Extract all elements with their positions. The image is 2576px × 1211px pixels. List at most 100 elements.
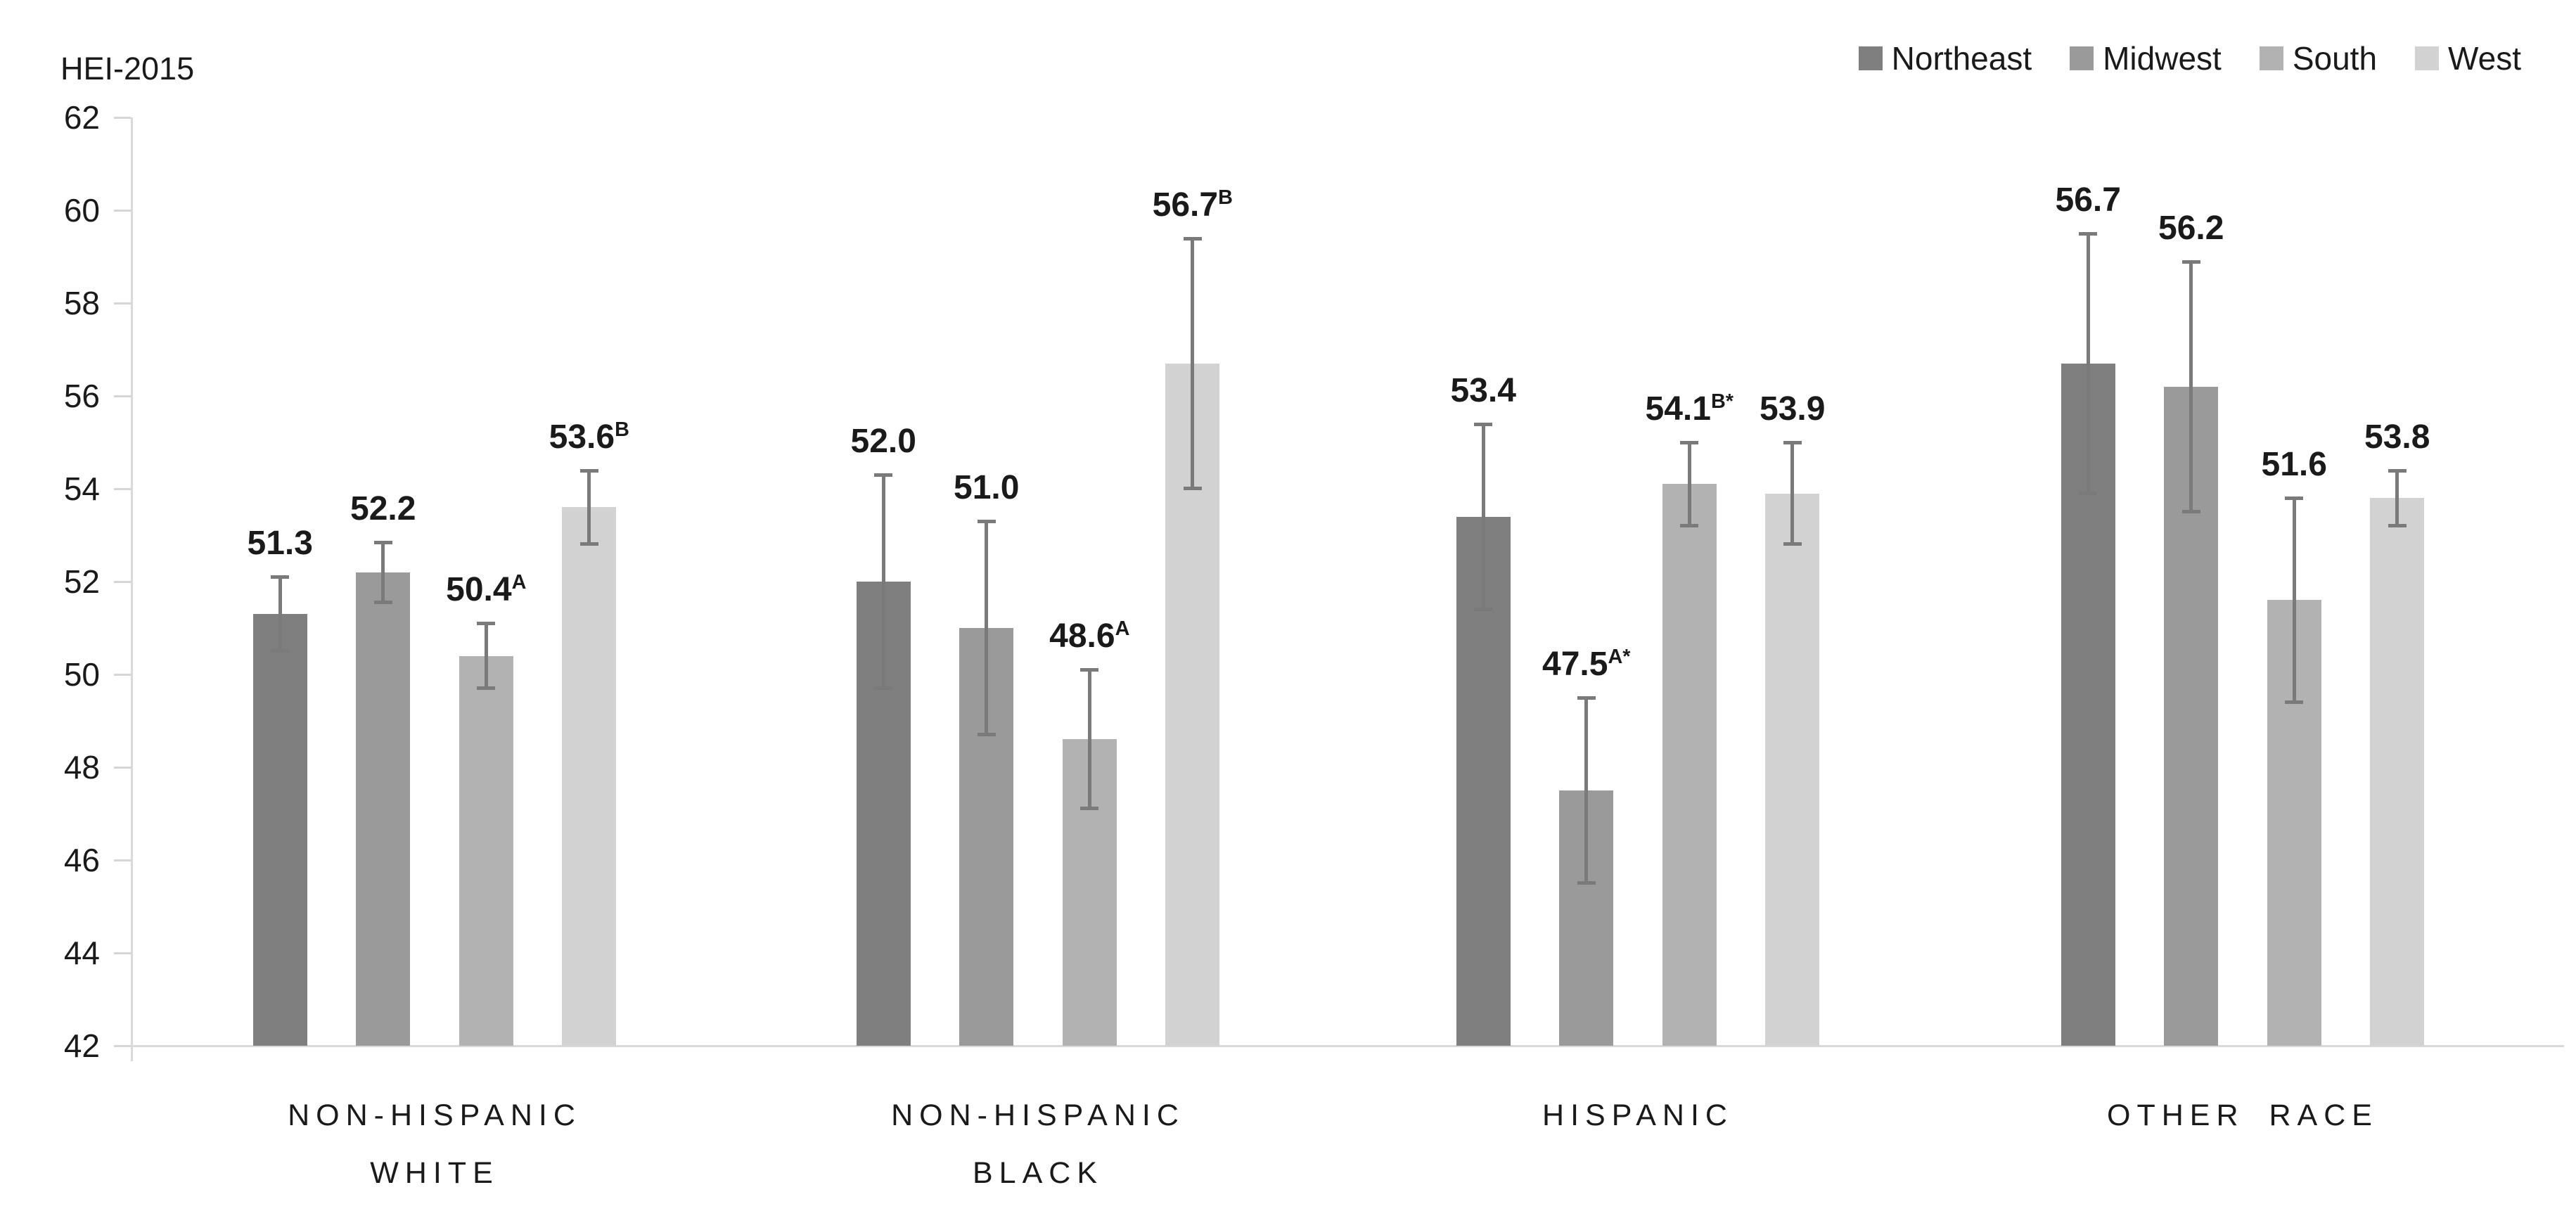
error-bar-cap-bottom xyxy=(2079,491,2098,495)
value-label: 47.5A* xyxy=(1542,646,1631,683)
legend-item: Midwest xyxy=(2070,39,2222,77)
y-tick-label: 50 xyxy=(63,656,100,693)
y-tick-mark xyxy=(114,395,131,397)
error-bar-cap-bottom xyxy=(1577,881,1596,885)
bar xyxy=(252,614,307,1046)
x-category-label: HISPANIC xyxy=(1321,1087,1954,1144)
y-tick-mark xyxy=(114,581,131,583)
error-bar xyxy=(587,470,591,545)
legend-swatch xyxy=(2070,46,2094,70)
value-label: 51.6 xyxy=(2261,446,2327,484)
y-tick-mark xyxy=(114,302,131,305)
value-label: 53.4 xyxy=(1450,371,1516,409)
y-tick-label: 60 xyxy=(63,192,100,229)
error-bar xyxy=(1584,698,1589,883)
legend-label: Northeast xyxy=(1891,40,2032,77)
y-tick-label: 48 xyxy=(63,749,100,786)
error-bar-cap-top xyxy=(373,540,392,544)
error-bar xyxy=(1790,442,1795,545)
error-bar-cap-top xyxy=(1183,236,1202,241)
x-category-label-line: NON-HISPANIC xyxy=(288,1098,582,1132)
y-tick-mark xyxy=(114,1045,131,1047)
value-label: 48.6A xyxy=(1049,617,1130,655)
error-bar xyxy=(484,623,488,688)
y-tick-label: 44 xyxy=(63,935,100,971)
error-bar-cap-top xyxy=(2079,232,2098,236)
error-bar-cap-bottom xyxy=(2285,700,2304,704)
bar xyxy=(2370,498,2425,1046)
error-bar xyxy=(2086,233,2090,494)
error-bar-cap-bottom xyxy=(1783,542,1802,546)
error-bar-cap-top xyxy=(477,622,496,626)
value-label: 51.0 xyxy=(954,469,1020,507)
x-category-label-line: NON-HISPANIC xyxy=(891,1098,1185,1132)
value-label: 52.0 xyxy=(850,423,916,461)
error-bar-cap-top xyxy=(271,575,290,579)
legend-swatch xyxy=(2415,46,2440,70)
bar xyxy=(1662,484,1717,1046)
y-tick-label: 42 xyxy=(63,1027,100,1064)
error-bar-cap-top xyxy=(1680,441,1699,444)
error-bar xyxy=(2189,261,2193,512)
error-bar xyxy=(2292,498,2296,703)
legend-item: Northeast xyxy=(1858,39,2032,77)
error-bar-cap-top xyxy=(2388,468,2407,473)
x-category-label: NON-HISPANIC BLACK xyxy=(722,1087,1354,1202)
y-tick-label: 54 xyxy=(63,470,100,507)
value-label: 51.3 xyxy=(247,525,313,563)
legend-label: South xyxy=(2292,40,2378,77)
error-bar xyxy=(1087,669,1091,809)
x-axis-line xyxy=(131,1045,2564,1047)
x-category-label-line: OTHER RACE xyxy=(2107,1098,2378,1132)
bar xyxy=(356,572,411,1046)
y-axis-title: HEI-2015 xyxy=(60,51,195,86)
x-category-label: OTHER RACE xyxy=(1926,1087,2559,1144)
y-tick-label: 56 xyxy=(63,378,100,414)
error-bar xyxy=(381,542,385,603)
error-bar-cap-bottom xyxy=(2388,523,2407,527)
legend-swatch xyxy=(2259,46,2283,70)
value-label: 56.2 xyxy=(2158,209,2224,247)
error-bar-cap-top xyxy=(579,468,598,473)
x-category-label-line: HISPANIC xyxy=(1542,1098,1734,1132)
value-label: 56.7 xyxy=(2055,181,2121,219)
y-tick-mark xyxy=(114,674,131,676)
x-axis-start-tick xyxy=(131,1046,133,1061)
error-bar-cap-bottom xyxy=(1680,523,1699,527)
error-bar-cap-top xyxy=(1474,422,1493,426)
error-bar-cap-bottom xyxy=(579,542,598,546)
error-bar-cap-bottom xyxy=(977,732,996,736)
value-label: 53.8 xyxy=(2364,418,2430,456)
error-bar-cap-bottom xyxy=(874,686,893,690)
bar xyxy=(562,507,617,1046)
value-label: 53.9 xyxy=(1760,390,1826,428)
value-label: 50.4A xyxy=(446,571,527,609)
value-label: 53.6B xyxy=(549,418,629,456)
error-bar-cap-top xyxy=(874,473,893,478)
error-bar xyxy=(1191,238,1195,489)
legend: Northeast Midwest South West xyxy=(1858,39,2521,77)
legend-label: Midwest xyxy=(2103,40,2222,77)
y-tick-label: 46 xyxy=(63,842,100,878)
x-category-label-line: BLACK xyxy=(972,1156,1103,1190)
bar xyxy=(459,655,513,1046)
y-tick-label: 58 xyxy=(63,285,100,321)
x-category-label-line: WHITE xyxy=(370,1156,499,1190)
error-bar xyxy=(881,475,885,688)
y-tick-mark xyxy=(114,859,131,861)
y-tick-mark xyxy=(114,767,131,769)
legend-item: West xyxy=(2415,39,2521,77)
error-bar-cap-top xyxy=(1783,441,1802,444)
y-axis-line xyxy=(131,117,133,1047)
value-label: 54.1B* xyxy=(1645,390,1734,428)
y-tick-mark xyxy=(114,952,131,954)
legend-swatch xyxy=(1858,46,1883,70)
y-tick-label: 62 xyxy=(63,99,100,136)
error-bar-cap-top xyxy=(977,520,996,524)
error-bar-cap-bottom xyxy=(1080,807,1099,811)
error-bar xyxy=(1481,423,1485,610)
y-tick-mark xyxy=(114,488,131,490)
error-bar-cap-bottom xyxy=(1183,487,1202,490)
value-label: 52.2 xyxy=(350,489,416,527)
